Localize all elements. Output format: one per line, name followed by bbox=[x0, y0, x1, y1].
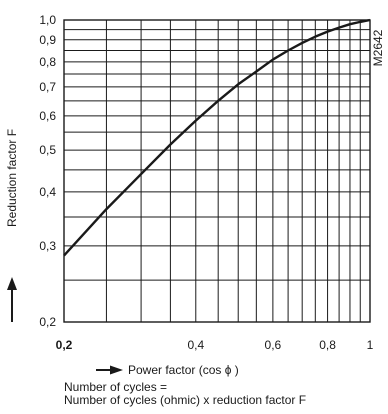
x-axis-arrow bbox=[96, 365, 123, 375]
y-tick-label: 0,5 bbox=[39, 143, 56, 157]
x-tick-label: 0,8 bbox=[319, 338, 336, 352]
y-tick-label: 1,0 bbox=[39, 13, 56, 27]
x-tick-label: 0,4 bbox=[187, 338, 204, 352]
x-tick-label: 0,6 bbox=[265, 338, 282, 352]
x-axis-label: Power factor (cos ϕ ) bbox=[128, 363, 239, 377]
plot-frame bbox=[63, 19, 371, 323]
y-tick-labels: 1,0 0,9 0,8 0,7 0,6 0,5 0,4 0,3 0,2 bbox=[39, 13, 56, 329]
y-tick-label: 0,2 bbox=[39, 315, 56, 329]
y-axis-label: Reduction factor F bbox=[5, 129, 19, 227]
figure-code: M2642 bbox=[371, 29, 385, 66]
note-line-2: Number of cycles (ohmic) x reduction fac… bbox=[64, 393, 307, 407]
y-tick-label: 0,9 bbox=[39, 33, 56, 47]
y-tick-label: 0,3 bbox=[39, 239, 56, 253]
note-line-1: Number of cycles = bbox=[64, 380, 168, 394]
y-tick-label: 0,6 bbox=[39, 109, 56, 123]
y-tick-label: 0,8 bbox=[39, 55, 56, 69]
x-tick-labels: 0,2 0,4 0,6 0,8 1 bbox=[56, 338, 374, 352]
y-tick-label: 0,7 bbox=[39, 80, 56, 94]
x-tick-label: 1 bbox=[367, 338, 374, 352]
y-axis-arrow bbox=[7, 277, 17, 322]
y-tick-label: 0,4 bbox=[39, 185, 56, 199]
reduction-factor-curve bbox=[63, 18, 371, 257]
grid bbox=[63, 19, 371, 323]
x-tick-label: 0,2 bbox=[56, 338, 73, 352]
